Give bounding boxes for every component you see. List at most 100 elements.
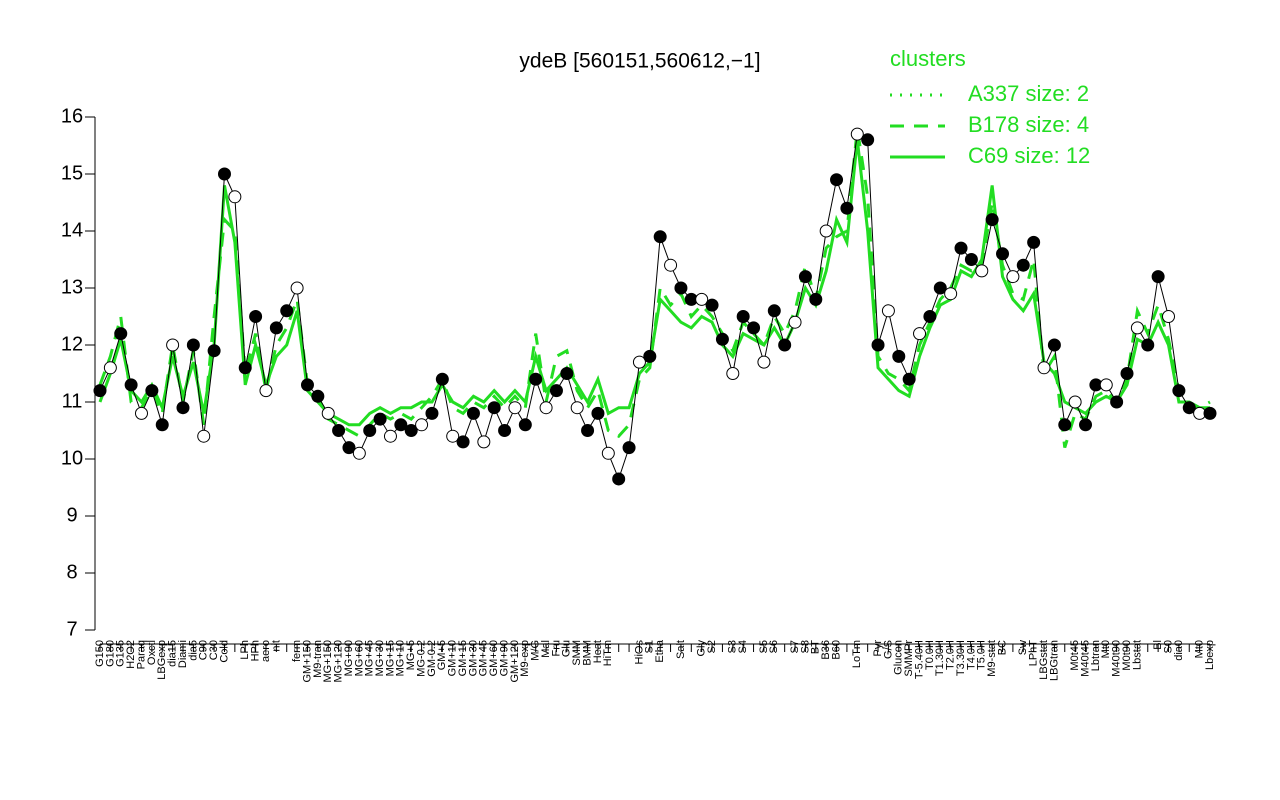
data-point (145, 384, 159, 398)
x-tick-label: HiTm (602, 640, 614, 666)
data-point (830, 173, 844, 187)
x-tick-label: BT (810, 640, 822, 654)
data-point (518, 418, 532, 432)
data-point (622, 441, 636, 455)
data-point (1130, 321, 1144, 335)
data-point (1016, 258, 1030, 272)
data-point (508, 401, 522, 415)
x-tick-label: BMM (581, 640, 593, 666)
x-tick-label: MG+120 (333, 640, 345, 683)
data-point (487, 401, 501, 415)
data-point (1047, 338, 1061, 352)
x-tick-label: Glucon (893, 640, 905, 675)
x-tick-label: Fru (550, 640, 562, 657)
legend-label: B178 size: 4 (968, 112, 1089, 137)
data-point (404, 424, 418, 437)
data-point (757, 355, 771, 369)
x-tick-label: M9-tran (312, 640, 324, 678)
x-tick-label: M0t45 (1069, 640, 1081, 671)
data-point (529, 372, 543, 386)
data-point (176, 401, 190, 415)
data-point (477, 435, 491, 449)
x-tick-label: Mt0 (1100, 640, 1112, 658)
data-point (933, 281, 947, 295)
x-tick-label: G/S (882, 640, 894, 659)
x-tick-label: dia0 (1173, 640, 1185, 661)
x-tick-label: S8 (799, 640, 811, 653)
legend-label: A337 size: 2 (968, 81, 1089, 106)
x-tick-label: Diami (177, 640, 189, 668)
x-tick-label: GM+60 (488, 640, 500, 676)
data-point (249, 310, 263, 323)
data-point (778, 338, 792, 352)
x-tick-label: C90 (198, 640, 210, 660)
x-tick-label: M/G (530, 640, 542, 661)
data-point (342, 441, 356, 455)
y-tick-label: 12 (61, 333, 83, 355)
data-point (643, 349, 657, 363)
data-point (1182, 401, 1196, 415)
data-point (913, 327, 927, 341)
legend-label: C69 size: 12 (968, 143, 1090, 168)
x-tick-label: LoTm (851, 640, 863, 668)
data-point (664, 258, 678, 272)
x-tick-label: H2O2 (125, 640, 137, 669)
x-tick-label: G135 (115, 640, 127, 667)
x-tick-label: M40t45 (1079, 640, 1091, 677)
x-tick-label: Lbexp (1204, 640, 1216, 670)
data-point (269, 321, 283, 335)
x-tick-label: MG+45 (364, 640, 376, 676)
data-point (103, 361, 117, 375)
data-point (1110, 395, 1124, 409)
x-tick-label: S7 (789, 640, 801, 653)
data-point (280, 304, 294, 318)
x-tick-label: Gly (696, 640, 708, 657)
data-point (736, 310, 750, 323)
data-point (1151, 270, 1165, 284)
data-point (332, 424, 346, 437)
x-tick-label: HiOs (633, 640, 645, 665)
data-point (601, 446, 615, 460)
data-point (1058, 418, 1072, 432)
x-tick-label: LBGtran (1048, 640, 1060, 681)
x-tick-label: nit (270, 640, 282, 652)
x-tick-label: Etha (654, 639, 666, 663)
x-tick-label: S5 (758, 640, 770, 653)
x-tick-label: T0.0H (924, 640, 936, 670)
y-tick-label: 13 (61, 276, 83, 298)
data-point (207, 344, 221, 358)
data-point (1162, 310, 1176, 323)
x-tick-label: G150 (94, 640, 106, 667)
data-point (881, 304, 895, 318)
data-point (311, 389, 325, 403)
data-point (1027, 235, 1041, 249)
x-tick-label: GM+90 (498, 640, 510, 676)
data-point (581, 424, 595, 437)
data-point (954, 241, 968, 255)
data-point (560, 367, 574, 380)
data-point (363, 424, 377, 437)
y-tick-label: 11 (62, 390, 83, 412)
x-tick-label: GM+120 (509, 640, 521, 683)
x-tick-label: GM+15 (457, 640, 469, 676)
x-tick-label: LBGstat (1038, 640, 1050, 680)
x-tick-label: T1.30H (934, 640, 946, 676)
data-point (1068, 395, 1082, 409)
data-point (1099, 378, 1113, 392)
x-tick-label: MG-0.2 (415, 640, 427, 677)
data-point (446, 429, 460, 443)
data-point (1141, 338, 1155, 352)
x-tick-label: Glu (561, 640, 573, 657)
data-point (498, 424, 512, 437)
data-point (539, 401, 553, 415)
data-point (1006, 270, 1020, 284)
x-tick-label: Oxctl (146, 640, 158, 665)
x-tick-label: M9-stat (986, 640, 998, 677)
data-point (425, 406, 439, 420)
x-tick-label: B36 (820, 640, 832, 660)
x-tick-label: LBGexp (156, 640, 168, 680)
data-point (892, 349, 906, 363)
data-point (238, 361, 252, 375)
cluster-line (98, 139, 1210, 427)
